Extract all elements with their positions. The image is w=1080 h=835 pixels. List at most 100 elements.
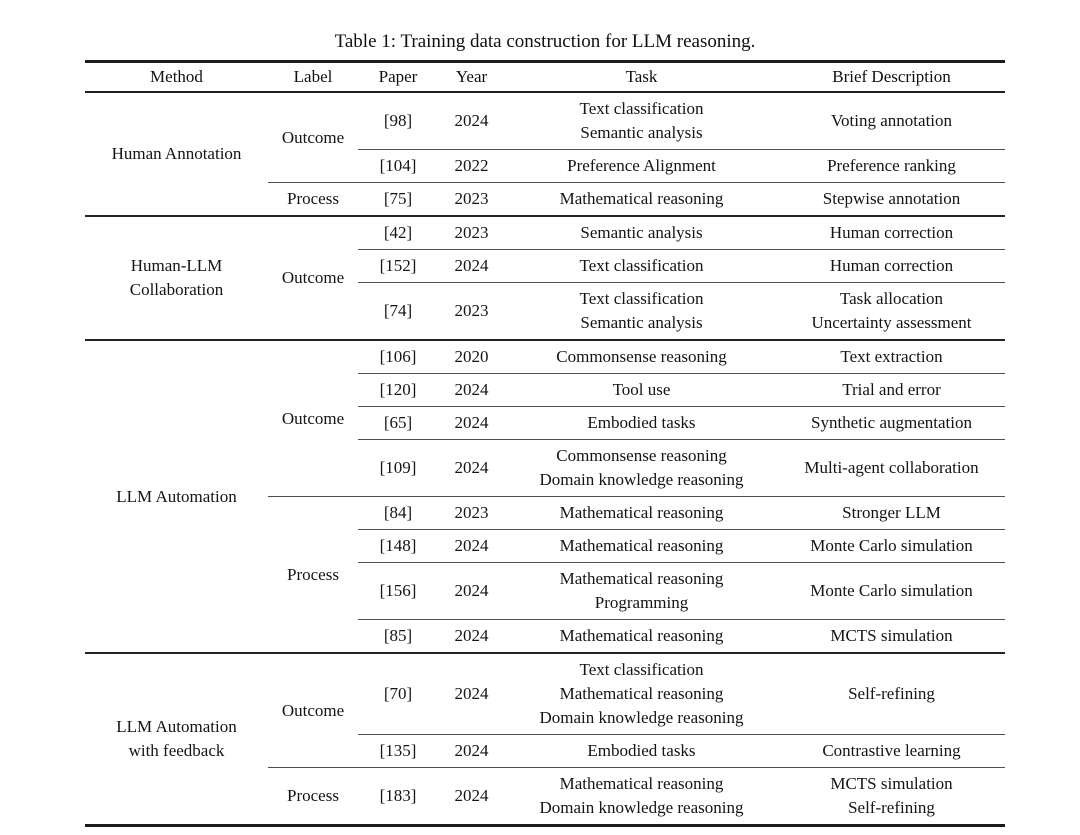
description-cell: Contrastive learning: [778, 734, 1005, 768]
task-cell: Mathematical reasoning Domain knowledge …: [505, 767, 778, 826]
method-cell: Human-LLM Collaboration: [85, 215, 268, 340]
year-cell: 2024: [438, 439, 505, 497]
description-cell: Multi-agent collaboration: [778, 439, 1005, 497]
description-cell: MCTS simulation Self-refining: [778, 767, 1005, 826]
header-row: Method Label Paper Year Task Brief Descr…: [85, 61, 1005, 93]
table-row: LLM Automation with feedback Outcome [70…: [85, 652, 1005, 826]
table-row: Human Annotation Outcome [98] 2024 Text …: [85, 92, 1005, 163]
col-header-label: Label: [268, 61, 358, 93]
task-cell: Mathematical reasoning Programming: [505, 562, 778, 620]
year-cell: 2023: [438, 215, 505, 250]
year-cell: 2024: [438, 373, 505, 407]
table-row: [156] 2024 Mathematical reasoning Progra…: [85, 562, 1005, 620]
label-cell: Outcome: [268, 215, 358, 340]
description-cell: Trial and error: [778, 373, 1005, 407]
table-row: Human-LLM Collaboration Outcome [42] 202…: [85, 215, 1005, 340]
table-row: Process [183] 2024 Mathematical reasonin…: [85, 767, 1005, 826]
method-cell: LLM Automation: [85, 339, 268, 653]
paper-ref: [75]: [358, 182, 438, 216]
paper-ref: [98]: [383, 111, 413, 130]
paper-ref: [109]: [358, 439, 438, 497]
description-cell: Synthetic augmentation: [778, 406, 1005, 440]
description-cell: Monte Carlo simulation: [778, 529, 1005, 563]
training-data-table: Method Label Paper Year Task Brief Descr…: [85, 60, 1005, 827]
description-cell: Voting annotation: [830, 111, 953, 130]
year-cell: 2024: [438, 652, 505, 735]
paper-ref: [74]: [358, 282, 438, 340]
table-row: [120] 2024 Tool use Trial and error: [85, 373, 1005, 407]
year-cell: 2023: [438, 282, 505, 340]
task-cell: Embodied tasks: [505, 406, 778, 440]
task-cell: Text classification Mathematical reasoni…: [505, 652, 778, 735]
col-header-year: Year: [438, 61, 505, 93]
label-cell: Process: [268, 496, 358, 653]
task-cell: Text classification: [505, 249, 778, 283]
col-header-paper: Paper: [358, 61, 438, 93]
task-cell: Text classification Semantic analysis: [579, 99, 704, 142]
table-row: [152] 2024 Text classification Human cor…: [85, 249, 1005, 283]
label-cell: Outcome: [281, 127, 345, 147]
table-row: [74] 2023 Text classification Semantic a…: [85, 282, 1005, 340]
description-cell: Monte Carlo simulation: [778, 562, 1005, 620]
paper-ref: [104]: [358, 149, 438, 183]
year-cell: 2023: [438, 182, 505, 216]
label-cell: Outcome: [268, 339, 358, 497]
col-header-method: Method: [85, 61, 268, 93]
label-cell: Process: [268, 767, 358, 826]
paper-ref: [65]: [358, 406, 438, 440]
task-cell: Embodied tasks: [505, 734, 778, 768]
paper-ref: [106]: [358, 339, 438, 374]
paper-ref: [135]: [358, 734, 438, 768]
task-cell: Preference Alignment: [505, 149, 778, 183]
paper-ref: [152]: [358, 249, 438, 283]
task-cell: Text classification Semantic analysis: [505, 282, 778, 340]
paper-ref: [183]: [358, 767, 438, 826]
paper-ref: [70]: [358, 652, 438, 735]
task-cell: Commonsense reasoning Domain knowledge r…: [505, 439, 778, 497]
description-cell: MCTS simulation: [778, 619, 1005, 653]
task-cell: Tool use: [505, 373, 778, 407]
paper-ref: [148]: [358, 529, 438, 563]
paper-ref: [85]: [358, 619, 438, 653]
description-cell: Stronger LLM: [778, 496, 1005, 530]
table-row: [135] 2024 Embodied tasks Contrastive le…: [85, 734, 1005, 768]
year-cell: 2024: [438, 529, 505, 563]
table-row: Process [84] 2023 Mathematical reasoning…: [85, 496, 1005, 653]
description-cell: Task allocation Uncertainty assessment: [778, 282, 1005, 340]
year-cell: 2024: [438, 619, 505, 653]
table-row: [104] 2022 Preference Alignment Preferen…: [85, 149, 1005, 183]
description-cell: Preference ranking: [778, 149, 1005, 183]
task-cell: Mathematical reasoning: [505, 182, 778, 216]
method-cell: Human Annotation: [111, 144, 242, 163]
task-cell: Mathematical reasoning: [505, 619, 778, 653]
table-container: Method Label Paper Year Task Brief Descr…: [85, 60, 1005, 827]
paper-ref: [42]: [358, 215, 438, 250]
paper-ref: [120]: [358, 373, 438, 407]
paper-ref: [156]: [358, 562, 438, 620]
col-header-description: Brief Description: [778, 61, 1005, 93]
description-cell: Human correction: [778, 215, 1005, 250]
table-caption: Table 1: Training data construction for …: [334, 31, 756, 52]
label-cell: Outcome: [268, 652, 358, 768]
year-cell: 2024: [454, 111, 489, 130]
table-row: [85] 2024 Mathematical reasoning MCTS si…: [85, 619, 1005, 653]
task-cell: Mathematical reasoning: [505, 496, 778, 530]
method-cell: LLM Automation with feedback: [85, 652, 268, 826]
year-cell: 2024: [438, 767, 505, 826]
year-cell: 2024: [438, 734, 505, 768]
table-row: LLM Automation Outcome [106] 2020 Common…: [85, 339, 1005, 653]
paper-ref: [84]: [358, 496, 438, 530]
year-cell: 2024: [438, 249, 505, 283]
year-cell: 2020: [438, 339, 505, 374]
task-cell: Mathematical reasoning: [505, 529, 778, 563]
task-cell: Commonsense reasoning: [505, 339, 778, 374]
label-cell: Process: [268, 182, 358, 216]
table-row: Process [75] 2023 Mathematical reasoning…: [85, 182, 1005, 216]
description-cell: Self-refining: [778, 652, 1005, 735]
table-row: [65] 2024 Embodied tasks Synthetic augme…: [85, 406, 1005, 440]
table-row: [148] 2024 Mathematical reasoning Monte …: [85, 529, 1005, 563]
col-header-task: Task: [505, 61, 778, 93]
year-cell: 2024: [438, 562, 505, 620]
table-row: [109] 2024 Commonsense reasoning Domain …: [85, 439, 1005, 497]
